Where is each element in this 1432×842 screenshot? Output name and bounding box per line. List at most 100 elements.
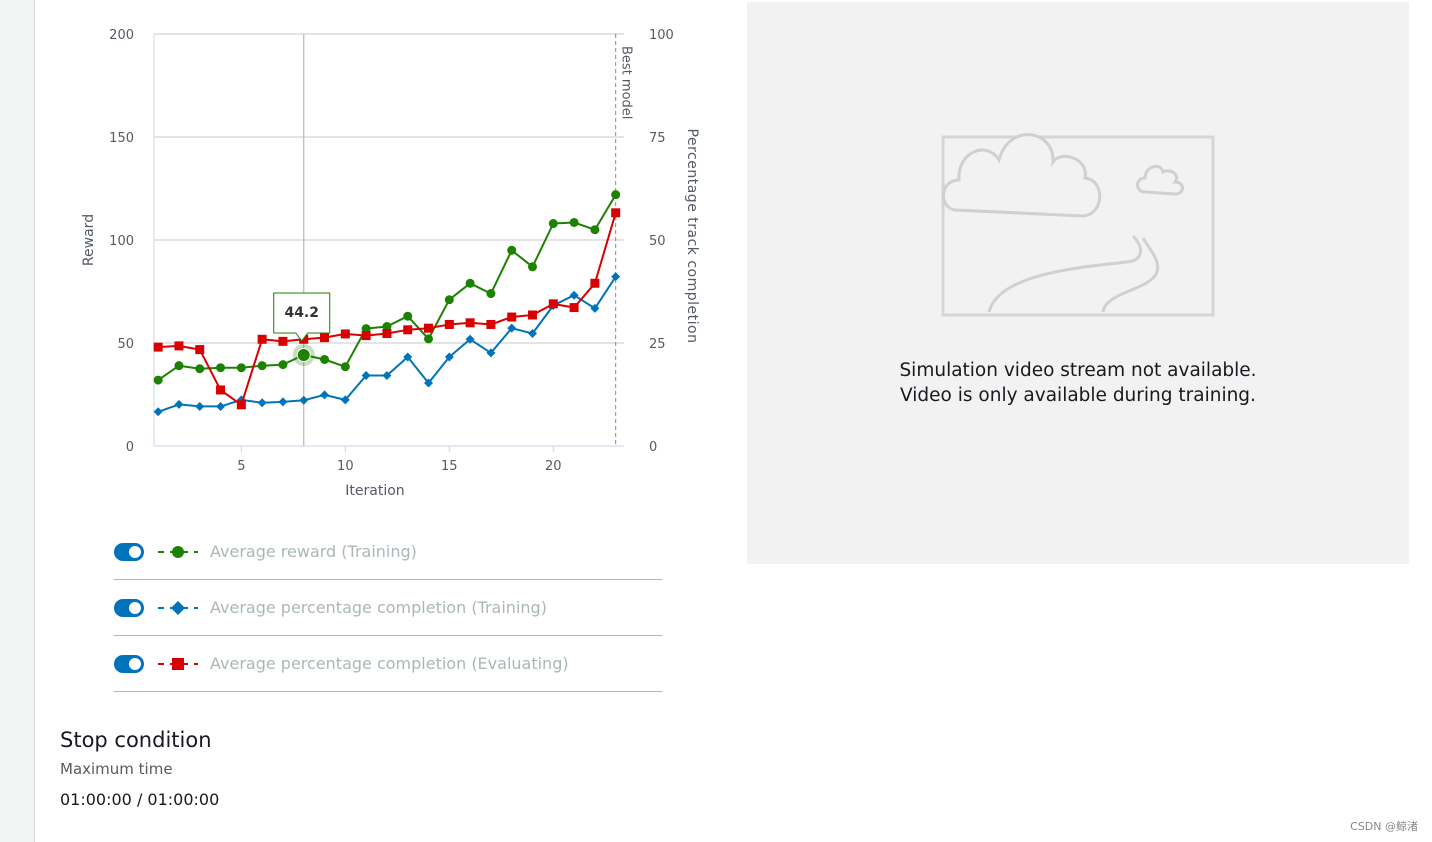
- data-point: [527, 262, 537, 272]
- data-point: [382, 371, 392, 381]
- legend-square: [172, 657, 184, 670]
- data-point: [361, 371, 371, 381]
- left-gutter: [0, 0, 35, 842]
- toggle-knob: [129, 545, 141, 558]
- data-point: [340, 329, 350, 339]
- data-point: [569, 303, 579, 313]
- chart-series: [153, 190, 621, 417]
- data-point: [340, 362, 350, 372]
- stop-condition-label: Maximum time: [60, 760, 173, 778]
- legend-label: Average reward (Training): [210, 542, 417, 561]
- data-point: [153, 407, 163, 417]
- data-point: [611, 190, 621, 200]
- data-point: [382, 329, 392, 339]
- data-point: [278, 397, 288, 407]
- data-point: [590, 303, 600, 313]
- y-tick-label: 50: [117, 337, 134, 352]
- x-tick-label: 15: [441, 459, 458, 474]
- toggle-completion-training[interactable]: [114, 598, 144, 617]
- data-point: [465, 278, 475, 288]
- data-point: [195, 401, 205, 411]
- legend-marker-square-icon: [158, 657, 198, 670]
- toggle-reward-training[interactable]: [114, 542, 144, 561]
- data-point: [153, 375, 163, 385]
- video-placeholder-landscape-icon: [941, 133, 1215, 317]
- data-point: [507, 245, 517, 255]
- data-point: [153, 342, 163, 352]
- video-message-line2: Video is only available during training.: [900, 385, 1256, 406]
- best-model-label: Best model: [619, 46, 634, 119]
- y2-axis-title: Percentage track completion: [684, 129, 700, 344]
- toggle-knob: [129, 601, 141, 614]
- data-point: [590, 225, 600, 235]
- data-point: [444, 319, 454, 329]
- legend-label: Average percentage completion (Training): [210, 598, 547, 617]
- x-tick-label: 10: [337, 459, 354, 474]
- data-point: [444, 352, 454, 362]
- legend-label: Average percentage completion (Evaluatin…: [210, 654, 569, 673]
- data-point: [590, 278, 600, 288]
- legend-circle: [172, 545, 184, 558]
- video-unavailable-message: Simulation video stream not available. V…: [747, 358, 1409, 408]
- y2-tick-label: 100: [649, 28, 674, 43]
- data-point: [569, 290, 579, 300]
- data-point: [278, 336, 288, 346]
- data-point: [216, 401, 226, 411]
- data-point: [195, 345, 205, 355]
- data-point: [424, 323, 434, 333]
- data-point: [548, 219, 558, 229]
- data-point: [257, 361, 267, 371]
- y2-tick-label: 0: [649, 440, 657, 455]
- data-point: [486, 319, 496, 329]
- data-point: [320, 333, 330, 343]
- legend-diamond: [171, 600, 185, 615]
- data-point: [320, 390, 330, 400]
- watermark: CSDN @鲸渚: [1350, 820, 1418, 833]
- data-point: [465, 334, 475, 344]
- toggle-completion-evaluating[interactable]: [114, 654, 144, 673]
- data-point: [174, 361, 184, 371]
- legend-item-completion-training: Average percentage completion (Training): [114, 580, 662, 636]
- data-point: [216, 363, 226, 373]
- series-line: [157, 276, 617, 413]
- chart-overlay: 44.2: [273, 292, 331, 366]
- legend-item-completion-evaluating: Average percentage completion (Evaluatin…: [114, 636, 662, 692]
- y2-tick-label: 75: [649, 131, 666, 146]
- data-point: [403, 352, 413, 362]
- x-tick-label: 20: [545, 459, 562, 474]
- data-point: [548, 299, 558, 309]
- simulation-video-panel: Simulation video stream not available. V…: [747, 2, 1409, 564]
- data-point: [486, 289, 496, 299]
- hover-point: [296, 347, 311, 362]
- data-point: [174, 399, 184, 409]
- reward-chart: 0 50 100 150 200 0 25 50 75 100 5 10 15 20 Iteration Re…: [81, 28, 700, 499]
- chart-legend: Average reward (Training) Average percen…: [114, 524, 662, 692]
- data-point: [216, 385, 226, 395]
- tooltip-box: [273, 292, 331, 342]
- data-point: [527, 329, 537, 339]
- data-point: [569, 217, 579, 227]
- data-point: [611, 208, 621, 218]
- data-point: [403, 325, 413, 335]
- data-point: [278, 360, 288, 370]
- data-point: [507, 312, 517, 322]
- data-point: [527, 310, 537, 320]
- data-point: [444, 295, 454, 305]
- data-point: [236, 400, 246, 410]
- stop-condition-value: 01:00:00 / 01:00:00: [60, 790, 220, 809]
- data-point: [424, 334, 434, 344]
- data-point: [382, 322, 392, 332]
- y-axis-title: Reward: [81, 214, 97, 266]
- data-point: [174, 341, 184, 351]
- y2-tick-label: 50: [649, 234, 666, 249]
- y-tick-label: 150: [109, 131, 134, 146]
- stop-condition-section: Stop condition Maximum time 01:00:00 / 0…: [60, 728, 219, 809]
- data-point: [257, 334, 267, 344]
- data-point: [507, 323, 517, 333]
- legend-marker-circle-icon: [158, 545, 198, 558]
- y2-tick-label: 25: [649, 337, 666, 352]
- video-message-line1: Simulation video stream not available.: [899, 360, 1257, 381]
- data-point: [361, 331, 371, 341]
- data-point: [361, 324, 371, 334]
